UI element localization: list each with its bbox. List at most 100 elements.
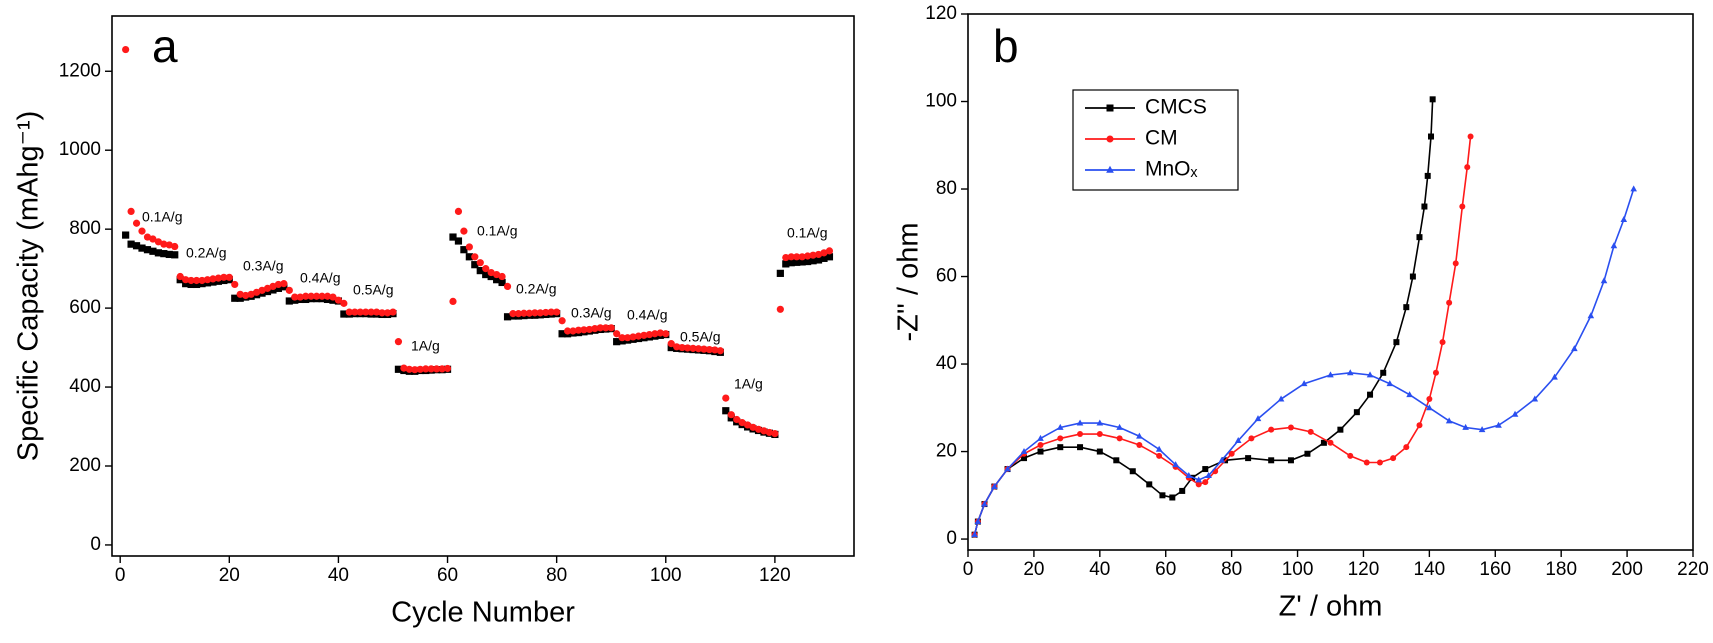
marker-circle — [1464, 164, 1471, 171]
marker-circle — [1202, 479, 1209, 486]
marker-triangle — [981, 500, 988, 507]
marker-circle — [623, 334, 632, 342]
marker-circle — [269, 282, 277, 290]
marker-triangle — [1406, 391, 1413, 398]
marker-circle — [312, 292, 321, 300]
marker-circle — [531, 309, 539, 317]
marker-square — [1077, 444, 1084, 451]
marker-circle — [165, 241, 173, 249]
marker-square — [1202, 466, 1209, 473]
marker-square — [182, 280, 190, 288]
legend-label: CMCS — [1145, 96, 1207, 119]
marker-circle — [465, 243, 473, 251]
marker-triangle — [1205, 472, 1212, 479]
marker-circle — [585, 325, 593, 334]
legend-label: CM — [1145, 127, 1178, 150]
marker-circle — [176, 272, 184, 281]
marker-circle — [525, 309, 533, 317]
marker-triangle — [1234, 437, 1242, 444]
marker-circle — [738, 418, 746, 427]
marker-square — [1146, 481, 1153, 488]
marker-square — [809, 257, 817, 265]
marker-triangle — [1587, 312, 1595, 319]
marker-circle — [307, 292, 315, 300]
marker-circle — [1467, 133, 1474, 140]
marker-triangle — [1366, 371, 1374, 378]
marker-circle — [356, 308, 364, 316]
marker-circle — [405, 365, 413, 373]
marker-circle — [1416, 422, 1423, 429]
marker-circle — [323, 292, 332, 300]
marker-circle — [694, 345, 703, 353]
annotation: 0.2A/g — [186, 245, 226, 261]
marker-square — [471, 261, 479, 269]
marker-circle — [1195, 481, 1202, 488]
marker-triangle — [1254, 415, 1262, 422]
marker-circle — [776, 305, 784, 313]
marker-square — [165, 250, 173, 259]
marker-circle — [580, 326, 588, 334]
marker-circle — [214, 274, 222, 282]
marker-square — [814, 256, 823, 264]
series-line — [973, 136, 1472, 535]
marker-circle — [1248, 435, 1255, 442]
marker-square — [1268, 457, 1275, 464]
marker-triangle — [1172, 461, 1179, 468]
marker-circle — [389, 308, 397, 316]
marker-triangle — [1426, 404, 1433, 411]
marker-circle — [673, 343, 681, 351]
marker-circle — [416, 365, 424, 373]
marker-circle — [345, 308, 353, 316]
marker-circle — [433, 365, 441, 373]
panel-label: b — [993, 20, 1019, 72]
marker-square — [1179, 487, 1186, 494]
marker-circle — [340, 299, 348, 307]
annotation: 0.1A/g — [142, 209, 182, 225]
marker-circle — [662, 330, 670, 338]
marker-triangle — [1004, 465, 1011, 472]
marker-triangle — [1195, 476, 1202, 483]
marker-triangle — [1630, 185, 1637, 192]
marker-circle — [640, 331, 648, 339]
legend-box — [1072, 89, 1239, 191]
marker-circle — [138, 227, 146, 235]
marker-triangle — [1531, 395, 1539, 402]
marker-triangle — [1106, 165, 1114, 173]
marker-square — [1320, 439, 1327, 446]
marker-circle — [373, 308, 381, 316]
marker-triangle — [1218, 456, 1226, 463]
marker-triangle — [1478, 426, 1486, 433]
marker-circle — [727, 411, 735, 419]
marker-triangle — [1445, 417, 1453, 424]
plot-frame — [111, 15, 855, 557]
marker-square — [449, 233, 457, 241]
marker-square — [1367, 391, 1374, 398]
marker-circle — [1390, 455, 1397, 462]
marker-circle — [334, 296, 343, 304]
marker-circle — [509, 310, 517, 318]
marker-circle — [558, 317, 566, 325]
marker-circle — [209, 275, 217, 283]
marker-circle — [520, 309, 528, 317]
marker-square — [454, 237, 463, 245]
marker-square — [558, 330, 566, 338]
marker-circle — [394, 338, 403, 346]
x-tick-label: 120 — [1348, 559, 1380, 580]
marker-triangle — [1076, 419, 1084, 426]
marker-square — [493, 276, 501, 284]
marker-circle — [198, 276, 206, 285]
marker-square — [236, 294, 244, 302]
plot-frame — [967, 13, 1694, 551]
y-tick-label: 60 — [936, 266, 957, 287]
marker-square — [1287, 457, 1294, 464]
marker-circle — [536, 309, 544, 317]
x-tick-label: 0 — [115, 565, 126, 586]
marker-square — [820, 254, 828, 262]
marker-square — [476, 267, 484, 275]
marker-triangle — [1116, 423, 1123, 430]
marker-circle — [454, 207, 463, 215]
marker-circle — [613, 330, 621, 338]
marker-square — [782, 260, 790, 268]
marker-circle — [569, 327, 577, 335]
